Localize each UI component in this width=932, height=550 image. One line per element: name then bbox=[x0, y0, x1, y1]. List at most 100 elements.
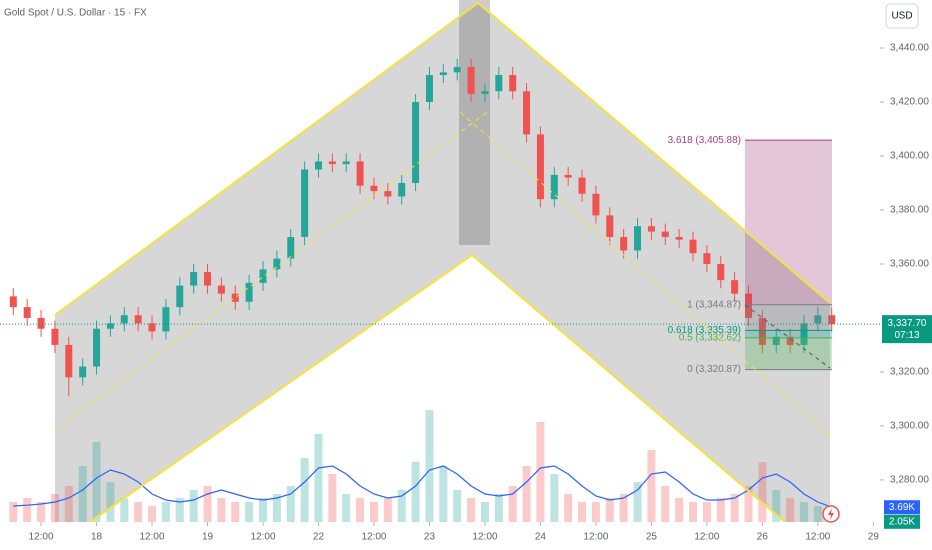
candle-body bbox=[564, 174, 572, 178]
volume-bar bbox=[758, 462, 767, 522]
volume-bar bbox=[161, 502, 170, 522]
fib-band bbox=[745, 337, 832, 370]
fib-label: 1 (3,344.87) bbox=[687, 299, 741, 310]
volume-bar bbox=[342, 494, 351, 522]
candle-body bbox=[106, 323, 114, 329]
countdown: 07:13 bbox=[894, 330, 919, 341]
replay-icon[interactable] bbox=[822, 505, 840, 523]
candle-body bbox=[37, 317, 45, 329]
candle-body bbox=[772, 336, 780, 345]
fib-band bbox=[745, 330, 832, 338]
x-tick-label: 12:00 bbox=[140, 532, 165, 543]
volume-bar bbox=[494, 494, 503, 522]
currency-button[interactable] bbox=[885, 3, 919, 29]
volume-bar bbox=[536, 422, 545, 522]
candle-body bbox=[703, 253, 711, 264]
volume-bar bbox=[786, 498, 795, 522]
y-tick-label: 3,300.00 bbox=[890, 421, 929, 432]
volume-bar bbox=[716, 498, 725, 522]
volume-bar bbox=[106, 482, 115, 522]
volume-bar bbox=[175, 498, 184, 522]
fib-label: 0.618 (3,335.39) bbox=[668, 325, 741, 336]
candle-body bbox=[328, 161, 336, 165]
x-tick-label: 18 bbox=[91, 532, 103, 543]
y-tick-label: 3,420.00 bbox=[890, 97, 929, 108]
candle-body bbox=[384, 191, 392, 197]
x-tick-label: 12:00 bbox=[805, 532, 830, 543]
y-tick-label: 3,320.00 bbox=[890, 367, 929, 378]
volume-bar bbox=[300, 458, 309, 522]
candle-body bbox=[398, 182, 406, 197]
candle-body bbox=[370, 185, 378, 192]
candle-body bbox=[412, 102, 420, 183]
candle-body bbox=[176, 285, 184, 308]
channel-mid bbox=[459, 111, 831, 436]
y-tick-label: 3,400.00 bbox=[890, 151, 929, 162]
volume-bar bbox=[245, 502, 254, 522]
channel-line bbox=[471, 254, 786, 523]
volume-bar bbox=[467, 498, 476, 522]
candle-body bbox=[606, 215, 614, 237]
candle-body bbox=[79, 366, 87, 378]
time-axis bbox=[0, 522, 932, 550]
y-tick-label: 3,440.00 bbox=[890, 43, 929, 54]
volume-bar bbox=[619, 494, 628, 522]
volume-bar bbox=[689, 502, 698, 522]
fib-label: 0 (3,320.87) bbox=[687, 364, 741, 375]
price-label-box bbox=[882, 315, 932, 344]
x-tick-label: 12:00 bbox=[361, 532, 386, 543]
x-tick-label: 26 bbox=[757, 532, 769, 543]
volume-bar bbox=[647, 450, 656, 522]
candle-body bbox=[342, 161, 350, 165]
candle-body bbox=[467, 66, 475, 94]
axes: 3,440.00 3,420.00 3,400.00 3,380.00 3,360.00… bbox=[0, 43, 932, 543]
volume-bar bbox=[397, 490, 406, 522]
volume-bar bbox=[78, 466, 87, 522]
candle-body bbox=[647, 226, 655, 232]
candle-body bbox=[162, 307, 170, 332]
x-tick-label: 29 bbox=[868, 532, 880, 543]
channel-down bbox=[478, 3, 830, 522]
icon-bolt[interactable] bbox=[828, 508, 834, 520]
currency[interactable]: USD bbox=[891, 11, 912, 22]
volume-bar bbox=[799, 502, 808, 522]
candle-body bbox=[259, 269, 267, 283]
x-tick-label: 25 bbox=[646, 532, 658, 543]
volume-bar bbox=[64, 486, 73, 522]
volume-bar bbox=[259, 498, 268, 522]
candle-body bbox=[481, 91, 489, 94]
x-tick-label: 19 bbox=[202, 532, 214, 543]
volume-bar bbox=[314, 434, 323, 522]
volume-bar bbox=[411, 462, 420, 522]
volume-bar bbox=[675, 498, 684, 522]
candle-body bbox=[120, 315, 128, 324]
volume-bar bbox=[92, 442, 101, 522]
volume-bar bbox=[9, 502, 18, 522]
highlight-band bbox=[459, 0, 490, 245]
candle-body bbox=[23, 307, 31, 318]
volume-bar bbox=[272, 494, 281, 522]
y-tick-label: 3,360.00 bbox=[890, 259, 929, 270]
candle-body bbox=[148, 323, 156, 332]
volume-bar bbox=[286, 486, 295, 522]
candle-body bbox=[731, 280, 739, 294]
volume-bar bbox=[439, 466, 448, 522]
volume-pane bbox=[9, 410, 836, 522]
candle-body bbox=[814, 315, 822, 324]
y-tick-label: 3,280.00 bbox=[890, 475, 929, 486]
price-label: 3,337.70 bbox=[888, 318, 927, 329]
x-tick-label: 24 bbox=[535, 532, 547, 543]
volume-label-box bbox=[884, 514, 920, 529]
x-tick-label: 12:00 bbox=[694, 532, 719, 543]
candle-body bbox=[523, 91, 531, 135]
volume-bar bbox=[189, 490, 198, 522]
fib-band bbox=[745, 140, 832, 305]
volume-ma-line bbox=[13, 465, 832, 508]
x-tick-label: 12:00 bbox=[250, 532, 275, 543]
candle-body bbox=[439, 72, 447, 76]
channel-line bbox=[54, 2, 479, 316]
candle-body bbox=[356, 161, 364, 186]
candle-body bbox=[717, 263, 725, 281]
candle-body bbox=[204, 272, 212, 286]
fib-label: 0.5 (3,332.62) bbox=[679, 333, 741, 344]
